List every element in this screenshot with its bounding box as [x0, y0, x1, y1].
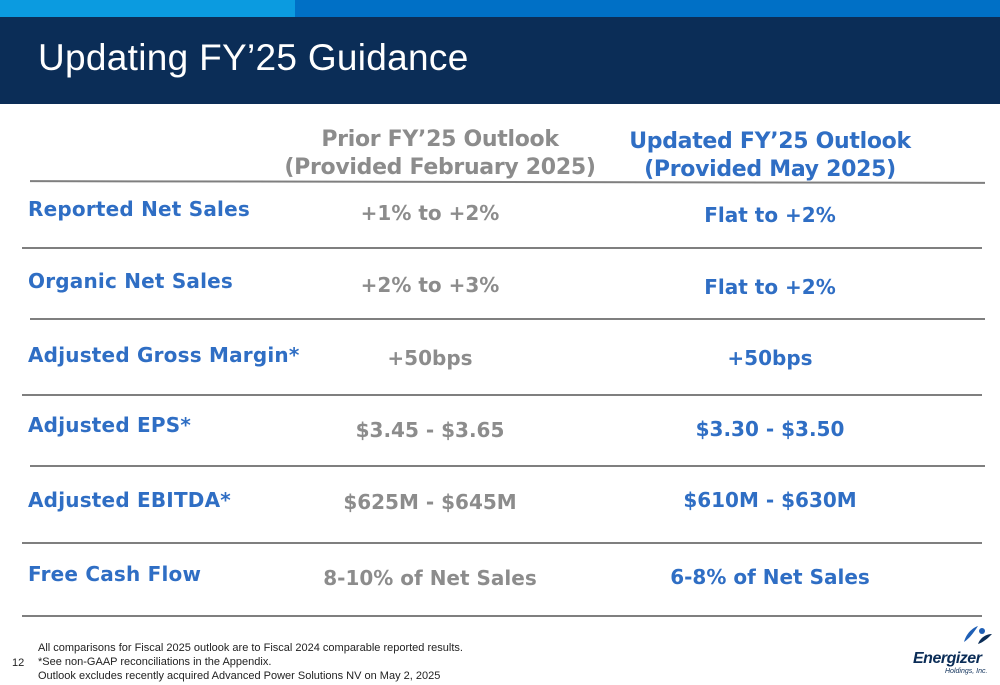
updated-outlook-header-line1: Updated FY’25 Outlook [629, 129, 911, 154]
row-prior-adjusted-gross-margin: +50bps [387, 346, 473, 370]
divider-line [22, 542, 982, 544]
row-prior-reported-net-sales: +1% to +2% [360, 201, 500, 225]
prior-outlook-header-line2: (Provided February 2025) [284, 155, 596, 180]
row-updated-adjusted-ebitda: $610M - $630M [683, 488, 857, 512]
title-banner: Updating FY’25 Guidance [0, 17, 1000, 104]
row-label-adjusted-ebitda: Adjusted EBITDA* [28, 488, 231, 512]
row-label-reported-net-sales: Reported Net Sales [28, 197, 250, 221]
row-updated-free-cash-flow: 6-8% of Net Sales [670, 565, 870, 589]
divider-line [22, 394, 982, 396]
top-accent-bar [295, 0, 1000, 17]
slide-title: Updating FY’25 Guidance [38, 37, 469, 78]
updated-outlook-header-line2: (Provided May 2025) [644, 157, 896, 182]
page-number: 12 [12, 657, 25, 669]
row-updated-reported-net-sales: Flat to +2% [704, 203, 836, 227]
top-accent-bar-light [0, 0, 295, 17]
footnote-non-gaap: *See non-GAAP reconciliations in the App… [38, 656, 272, 668]
energizer-logo-wordmark: Energizer [913, 650, 982, 667]
row-prior-organic-net-sales: +2% to +3% [360, 273, 500, 297]
divider-line [29, 180, 986, 184]
row-updated-adjusted-eps: $3.30 - $3.50 [695, 417, 845, 441]
energizer-logo-mark-icon [964, 626, 992, 644]
row-updated-organic-net-sales: Flat to +2% [704, 275, 836, 299]
divider-line [30, 318, 985, 320]
divider-line [22, 615, 982, 617]
energizer-logo-subtitle: Holdings, Inc. [945, 668, 988, 675]
row-label-organic-net-sales: Organic Net Sales [28, 269, 234, 293]
footnote-comparisons: All comparisons for Fiscal 2025 outlook … [38, 642, 463, 654]
row-prior-free-cash-flow: 8-10% of Net Sales [323, 566, 537, 590]
prior-outlook-header-line1: Prior FY’25 Outlook [321, 127, 559, 152]
row-prior-adjusted-eps: $3.45 - $3.65 [355, 418, 505, 442]
row-label-adjusted-eps: Adjusted EPS* [28, 413, 191, 437]
divider-line [30, 465, 985, 467]
row-updated-adjusted-gross-margin: +50bps [727, 346, 813, 370]
footnotes: All comparisons for Fiscal 2025 outlook … [38, 641, 463, 683]
divider-line [22, 247, 982, 249]
row-label-adjusted-gross-margin: Adjusted Gross Margin* [28, 343, 300, 367]
footnote-exclusions: Outlook excludes recently acquired Advan… [38, 670, 441, 682]
prior-outlook-header: Prior FY’25 Outlook (Provided February 2… [280, 126, 600, 182]
updated-outlook-header: Updated FY’25 Outlook (Provided May 2025… [615, 128, 925, 184]
row-prior-adjusted-ebitda: $625M - $645M [343, 490, 517, 514]
row-label-free-cash-flow: Free Cash Flow [28, 562, 202, 586]
